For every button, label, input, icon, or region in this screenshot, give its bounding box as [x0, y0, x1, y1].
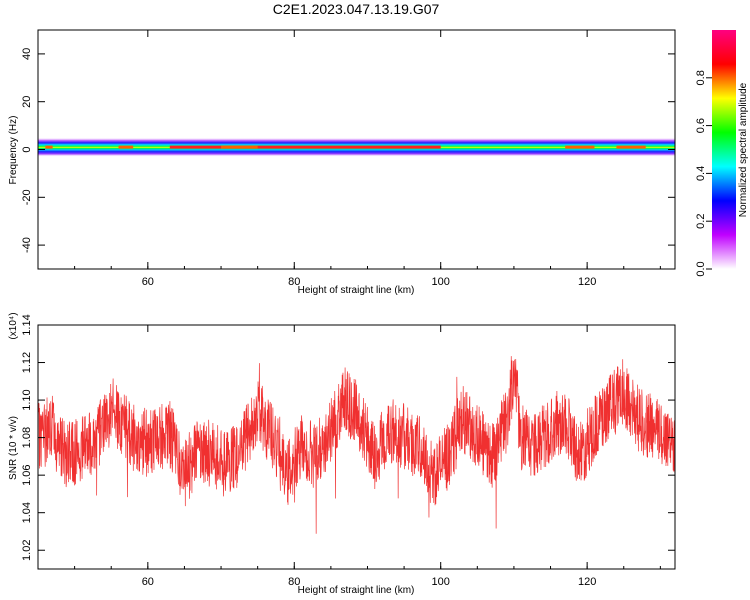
spectral-peak-segment [565, 145, 595, 149]
spectrogram-panel: 60 80 100 120 40 20 0 -20 -40 Height of straigh… [8, 29, 676, 296]
spectrogram-x-label: Height of straight line (km) [298, 285, 415, 296]
y-tick-label: 40 [21, 48, 33, 60]
snr-y-multiplier: (x10⁴) [8, 312, 19, 339]
spectrogram-y-ticks: 40 20 0 -20 -40 [21, 48, 675, 253]
x-tick-label: 60 [142, 276, 154, 288]
spectral-peak-segment [616, 145, 646, 149]
spectrogram-y-label: Frequency (Hz) [8, 116, 19, 185]
spectrogram-frame [37, 29, 676, 270]
colorbar: 0.0 0.2 0.4 0.6 0.8 Normalized spectral ampl… [695, 30, 749, 277]
y-tick-label: -40 [21, 237, 33, 253]
x-tick-label: 80 [288, 576, 300, 588]
spectral-peak-segment [118, 145, 134, 149]
x-tick-label: 100 [432, 576, 450, 588]
colorbar-tick-label: 0.2 [695, 214, 707, 229]
snr-x-label: Height of straight line (km) [298, 585, 415, 596]
y-tick-label: -20 [21, 189, 33, 205]
x-tick-label: 100 [432, 276, 450, 288]
spectral-peak-core [169, 145, 441, 149]
chart-title: C2E1.2023.047.13.19.G07 [273, 1, 440, 17]
colorbar-tick-label: 0.8 [695, 70, 707, 85]
x-tick-label: 60 [142, 576, 154, 588]
y-tick-label: 20 [21, 96, 33, 108]
x-tick-label: 80 [288, 276, 300, 288]
spectrogram-band [38, 137, 675, 157]
colorbar-ramp [712, 30, 736, 269]
snr-panel: 60 80 100 120 1.021.041.061.081.101.121.14 … [8, 312, 676, 596]
colorbar-tick-label: 0.6 [695, 118, 707, 133]
y-tick-label: 0 [21, 146, 33, 152]
y-tick-label: 1.06 [21, 464, 33, 485]
x-tick-label: 120 [578, 276, 596, 288]
spectrogram-x-ticks: 60 80 100 120 [37, 30, 661, 288]
spectral-peak-segment [45, 145, 53, 149]
y-tick-label: 1.10 [21, 389, 33, 410]
colorbar-tick-label: 0.4 [695, 166, 707, 181]
snr-series-line [38, 356, 675, 534]
colorbar-ticks: 0.0 0.2 0.4 0.6 0.8 [695, 70, 712, 277]
colorbar-tick-label: 0.0 [695, 261, 707, 276]
snr-y-label: SNR (10 * v/v) [8, 416, 19, 480]
y-tick-label: 1.04 [21, 502, 33, 523]
snr-trace [38, 356, 675, 534]
y-tick-label: 1.02 [21, 540, 33, 561]
y-tick-label: 1.08 [21, 427, 33, 448]
spectral-peak-segment [221, 145, 258, 149]
y-tick-label: 1.12 [21, 352, 33, 373]
y-tick-label: 1.14 [21, 314, 33, 335]
x-tick-label: 120 [578, 576, 596, 588]
snr-frame [37, 324, 676, 570]
colorbar-label: Normalized spectral amplitude [738, 82, 749, 217]
